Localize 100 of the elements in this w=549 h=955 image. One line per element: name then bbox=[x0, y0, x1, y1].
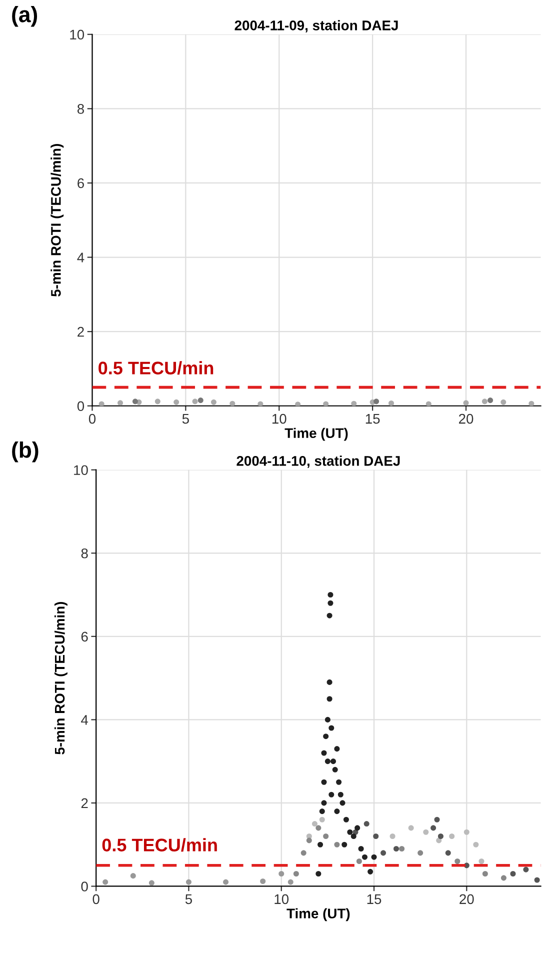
y-tick-label: 8 bbox=[77, 104, 84, 114]
x-tick-label: 5 bbox=[185, 894, 192, 904]
point bbox=[316, 825, 322, 831]
point bbox=[321, 750, 327, 756]
point bbox=[523, 866, 529, 872]
point bbox=[334, 808, 340, 814]
point bbox=[260, 878, 266, 884]
point bbox=[317, 842, 324, 848]
x-tick-label: 10 bbox=[272, 414, 286, 424]
y-tick-label: 4 bbox=[77, 252, 84, 262]
point bbox=[347, 829, 353, 835]
point bbox=[148, 880, 154, 886]
point bbox=[312, 821, 318, 827]
point bbox=[338, 792, 344, 798]
point bbox=[223, 879, 229, 885]
point bbox=[319, 808, 325, 814]
point bbox=[328, 792, 334, 798]
point bbox=[330, 758, 336, 764]
point bbox=[324, 716, 330, 722]
y-tick-label: 6 bbox=[78, 178, 84, 188]
point bbox=[434, 816, 440, 822]
point bbox=[364, 821, 370, 827]
point bbox=[328, 725, 334, 731]
point bbox=[332, 766, 338, 772]
point bbox=[356, 858, 362, 864]
x-tick-label: 20 bbox=[460, 894, 474, 904]
point bbox=[390, 833, 396, 840]
text: (a) bbox=[12, 6, 38, 27]
point bbox=[362, 854, 368, 860]
point bbox=[371, 854, 377, 860]
point bbox=[326, 696, 332, 702]
point bbox=[340, 800, 346, 806]
point bbox=[368, 868, 374, 874]
y-tick-label: 2 bbox=[81, 798, 88, 808]
point bbox=[319, 816, 325, 822]
point bbox=[510, 870, 516, 877]
point bbox=[336, 779, 342, 785]
point bbox=[326, 679, 332, 685]
point bbox=[130, 873, 136, 879]
x-axis-title: Time (UT) bbox=[284, 428, 348, 441]
y-axis-title: 5-min ROTI (TECU/min) bbox=[54, 602, 68, 754]
point bbox=[478, 858, 484, 864]
text: (b) bbox=[12, 442, 38, 462]
point bbox=[326, 612, 332, 618]
x-tick-label: 0 bbox=[88, 414, 96, 424]
point bbox=[323, 833, 329, 840]
point bbox=[278, 870, 284, 877]
point bbox=[306, 838, 312, 844]
point bbox=[186, 879, 192, 885]
point bbox=[342, 842, 348, 848]
point bbox=[430, 825, 436, 831]
point bbox=[399, 846, 405, 852]
x-tick-label: 5 bbox=[182, 414, 189, 424]
y-tick-label: 2 bbox=[78, 326, 84, 337]
point bbox=[534, 877, 540, 883]
point bbox=[300, 850, 306, 856]
ref-line-label: 0.5 TECU/min bbox=[102, 838, 217, 852]
point bbox=[323, 734, 329, 740]
point bbox=[354, 825, 360, 831]
x-tick-label: 15 bbox=[367, 894, 382, 904]
x-tick-label: 20 bbox=[458, 414, 474, 424]
point bbox=[418, 850, 424, 856]
point bbox=[293, 870, 299, 877]
point bbox=[408, 825, 414, 831]
point bbox=[373, 833, 379, 840]
x-axis-title: Time (UT) bbox=[286, 908, 350, 922]
point bbox=[454, 858, 460, 864]
y-tick-label: 8 bbox=[81, 548, 88, 558]
x-tick-label: 10 bbox=[274, 894, 289, 904]
point bbox=[464, 829, 470, 835]
point bbox=[445, 850, 451, 856]
point bbox=[102, 879, 108, 885]
y-tick-label: 10 bbox=[74, 465, 88, 476]
point bbox=[449, 833, 455, 840]
y-axis-title: 5-min ROTI (TECU/min) bbox=[50, 144, 64, 296]
point bbox=[328, 592, 334, 598]
y-tick-label: 4 bbox=[81, 715, 88, 725]
y-tick-label: 0 bbox=[81, 882, 88, 892]
x-tick-label: 0 bbox=[92, 894, 100, 904]
chart-title: 2004-11-09, station DAEJ bbox=[234, 20, 398, 32]
point bbox=[473, 842, 479, 848]
point bbox=[321, 779, 327, 785]
chart-title: 2004-11-10, station DAEJ bbox=[236, 456, 400, 468]
point bbox=[482, 870, 488, 877]
point bbox=[380, 850, 386, 856]
point bbox=[316, 870, 322, 877]
y-tick-label: 6 bbox=[81, 632, 88, 642]
point bbox=[393, 846, 400, 852]
y-tick-label: 10 bbox=[70, 30, 84, 40]
point bbox=[334, 842, 340, 848]
point bbox=[334, 746, 340, 752]
point bbox=[328, 600, 334, 606]
point bbox=[438, 833, 444, 840]
point bbox=[321, 800, 327, 806]
point bbox=[358, 846, 364, 852]
point bbox=[423, 829, 429, 835]
ref-line-label: 0.5 TECU/min bbox=[98, 361, 214, 375]
y-tick-label: 0 bbox=[77, 401, 84, 412]
point bbox=[288, 879, 294, 885]
point bbox=[343, 816, 349, 822]
